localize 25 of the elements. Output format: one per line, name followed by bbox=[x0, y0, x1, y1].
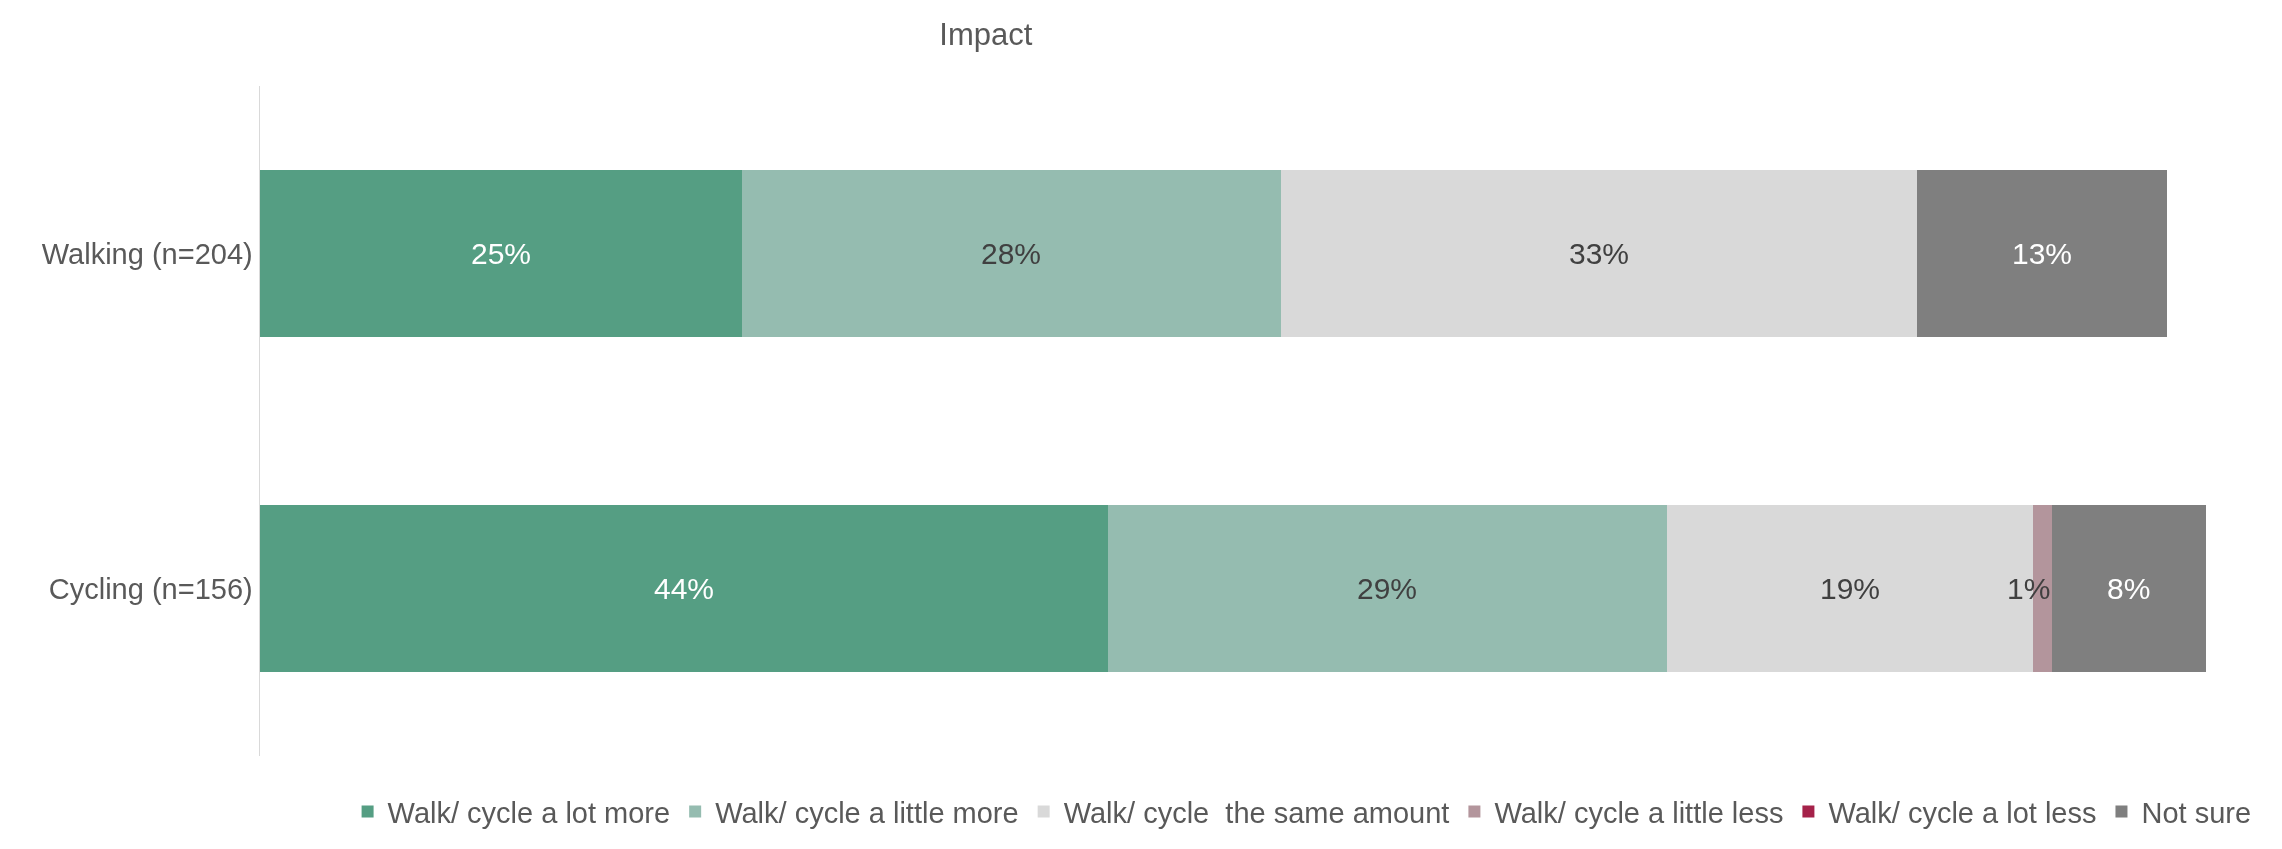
data-label: 8% bbox=[2107, 572, 2151, 605]
y-tick-label: Walking (n=204) bbox=[41, 237, 253, 270]
legend-label: Walk/ cycle the same amount bbox=[1063, 796, 1450, 829]
legend-label: Walk/ cycle a lot more bbox=[387, 796, 671, 829]
chart-title: Impact bbox=[939, 17, 1033, 53]
legend-label: Walk/ cycle a lot less bbox=[1828, 796, 2097, 829]
legend-label: Walk/ cycle a little less bbox=[1494, 796, 1784, 829]
data-label: 13% bbox=[2012, 237, 2073, 270]
data-label: 33% bbox=[1569, 237, 1630, 270]
data-label: 44% bbox=[654, 572, 715, 605]
legend-label: Walk/ cycle a little more bbox=[715, 796, 1019, 829]
bar bbox=[1916, 169, 2168, 338]
data-label: 25% bbox=[471, 237, 532, 270]
y-tick-label: Cycling (n=156) bbox=[48, 572, 253, 605]
data-label: 29% bbox=[1357, 572, 1418, 605]
bar bbox=[260, 504, 1108, 673]
bar bbox=[741, 169, 1282, 338]
bar bbox=[1281, 169, 1917, 338]
legend-label: Not sure bbox=[2141, 796, 2252, 829]
bar bbox=[260, 169, 742, 338]
data-label: 28% bbox=[981, 237, 1042, 270]
data-label: 1% bbox=[2007, 572, 2051, 605]
bar bbox=[1107, 504, 1667, 673]
bar bbox=[2051, 504, 2206, 673]
data-label: 19% bbox=[1820, 572, 1881, 605]
